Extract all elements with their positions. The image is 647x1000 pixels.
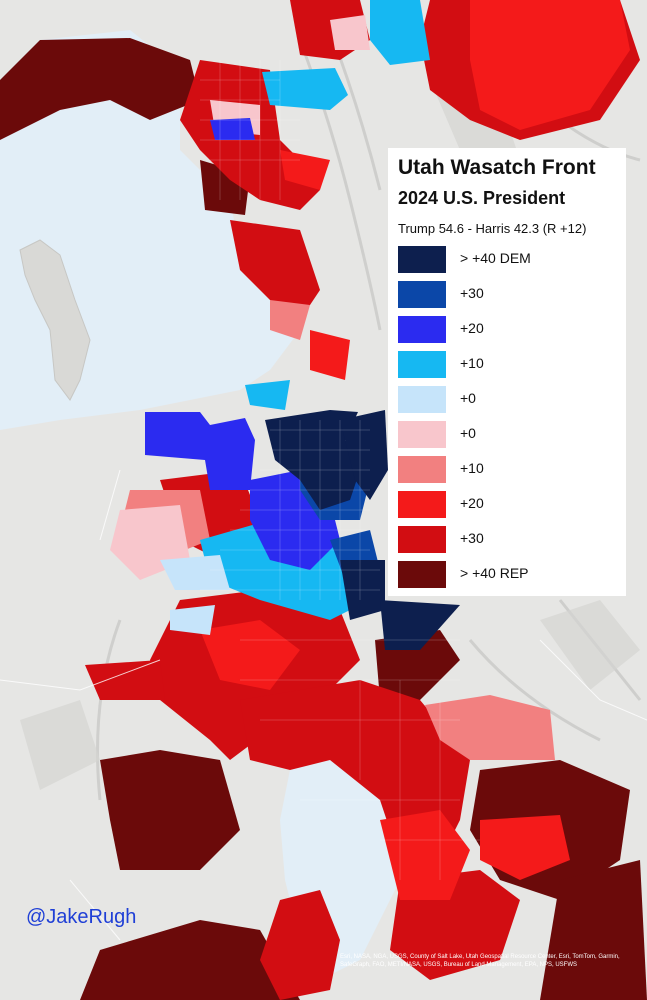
legend-label: +20	[460, 320, 484, 336]
legend-item: +20	[398, 491, 618, 519]
legend-swatch	[398, 246, 446, 273]
legend-label: > +40 REP	[460, 565, 529, 581]
legend-subtitle: 2024 U.S. President	[398, 188, 566, 208]
legend-label: +30	[460, 285, 484, 301]
map-attribution: Esri, NASA, NGA, USGS, County of Salt La…	[340, 954, 620, 968]
legend-swatch	[398, 421, 446, 448]
legend-label: +10	[460, 355, 484, 371]
legend-swatch	[398, 351, 446, 378]
map-legend: Utah Wasatch Front 2024 U.S. President T…	[388, 148, 626, 596]
legend-item: +10	[398, 351, 618, 379]
legend-label: > +40 DEM	[460, 250, 531, 266]
legend-label: +0	[460, 425, 476, 441]
precinct-boundaries	[200, 60, 480, 880]
legend-item: > +40 DEM	[398, 246, 618, 274]
legend-swatch	[398, 316, 446, 343]
legend-item: +10	[398, 456, 618, 484]
legend-title: Utah Wasatch Front	[398, 156, 596, 179]
legend-swatch	[398, 281, 446, 308]
legend-label: +10	[460, 460, 484, 476]
legend-swatch	[398, 456, 446, 483]
legend-item: +30	[398, 526, 618, 554]
dem-0-areas	[160, 555, 230, 635]
legend-swatch	[398, 491, 446, 518]
antelope-island	[19, 239, 91, 401]
legend-swatch	[398, 526, 446, 553]
legend-item: +0	[398, 386, 618, 414]
legend-item: > +40 REP	[398, 561, 618, 589]
legend-label: +0	[460, 390, 476, 406]
author-credit: @JakeRugh	[26, 906, 137, 928]
legend-label: +20	[460, 495, 484, 511]
legend-item: +0	[398, 421, 618, 449]
legend-label: +30	[460, 530, 484, 546]
roads	[0, 469, 647, 941]
legend-result: Trump 54.6 - Harris 42.3 (R +12)	[398, 221, 587, 236]
legend-item: +20	[398, 316, 618, 344]
legend-item: +30	[398, 281, 618, 309]
dem-40-plus-areas	[265, 410, 460, 650]
legend-swatch	[398, 561, 446, 588]
legend-swatch	[398, 386, 446, 413]
